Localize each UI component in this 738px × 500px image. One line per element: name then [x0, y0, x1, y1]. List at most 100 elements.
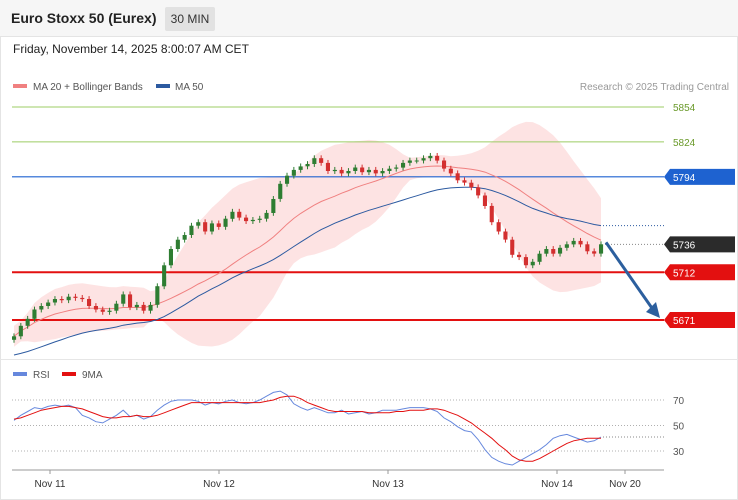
- candle-body: [148, 304, 153, 311]
- candle-body: [476, 187, 481, 196]
- candle-body: [291, 169, 296, 176]
- x-tick-label: Nov 11: [35, 479, 66, 490]
- rsi-legend-swatch: [13, 372, 27, 376]
- rsi-series-9ma: [13, 395, 601, 462]
- candle-body: [278, 183, 283, 199]
- candle-body: [244, 217, 249, 222]
- candle-body: [107, 310, 112, 312]
- price-panel: 5854 5824 5794 5736 5712 5671: [12, 103, 735, 356]
- x-tick-label: Nov 13: [372, 479, 404, 490]
- candle-body: [407, 160, 412, 163]
- candle-body: [66, 296, 71, 301]
- candle-body: [482, 195, 487, 206]
- rsi-panel: 70 50 30: [12, 390, 685, 466]
- candle-body: [517, 254, 522, 258]
- candle-body: [114, 303, 119, 311]
- candle-body: [18, 325, 23, 337]
- candle-body: [257, 218, 262, 220]
- header-bar: Euro Stoxx 50 (Eurex) 30 MIN: [0, 0, 738, 36]
- candle-body: [325, 162, 330, 171]
- x-tick-label: Nov 14: [541, 479, 573, 490]
- price-tag-label-5794: 5794: [673, 173, 696, 184]
- candle-body: [428, 155, 433, 159]
- instrument-title: Euro Stoxx 50 (Eurex): [11, 10, 157, 26]
- candle-body: [134, 304, 139, 308]
- candle-body: [196, 222, 201, 226]
- candle-body: [373, 169, 378, 174]
- price-tag-5671: [664, 312, 735, 328]
- candle-body: [530, 261, 535, 266]
- candle-body: [32, 309, 37, 319]
- candle-body: [346, 171, 351, 174]
- candle-body: [264, 212, 269, 219]
- candle-body: [496, 222, 501, 232]
- candle-body: [319, 158, 324, 163]
- candle-body: [448, 168, 453, 174]
- candle-body: [558, 247, 563, 254]
- candle-body: [564, 244, 569, 248]
- candle-body: [209, 223, 214, 232]
- level-label-5854: 5854: [673, 103, 696, 114]
- rsi-legend: RSI 9MA: [13, 370, 103, 381]
- candle-body: [544, 249, 549, 254]
- candle-body: [537, 253, 542, 262]
- candle-body: [489, 205, 494, 223]
- copyright-text: Research © 2025 Trading Central: [580, 82, 729, 93]
- rsi-level-label-30: 30: [673, 447, 685, 458]
- candle-body: [312, 158, 317, 164]
- ma50-legend-label: MA 50: [175, 82, 204, 93]
- candle-body: [571, 240, 576, 245]
- price-tag-5712: [664, 264, 735, 281]
- candle-body: [305, 164, 310, 167]
- candle-body: [414, 160, 419, 162]
- candle-body: [39, 306, 44, 310]
- candle-body: [523, 257, 528, 266]
- bollinger-band: [14, 121, 601, 347]
- candle-body: [223, 218, 228, 227]
- rsi-level-label-50: 50: [673, 422, 685, 433]
- candle-body: [578, 240, 583, 245]
- candle-body: [510, 239, 515, 255]
- chart-frame: [0, 36, 738, 500]
- candle-body: [585, 244, 590, 252]
- forecast-arrowhead: [646, 302, 660, 318]
- rsi-level-label-70: 70: [673, 396, 685, 407]
- candle-body: [503, 231, 508, 240]
- candle-body: [401, 162, 406, 168]
- candle-body: [339, 169, 344, 174]
- forecast-arrow: [604, 241, 656, 312]
- candle-body: [462, 180, 467, 183]
- candle-body: [332, 169, 337, 172]
- candle-body: [237, 211, 242, 218]
- candle-body: [80, 297, 85, 300]
- candle-body: [394, 167, 399, 169]
- candle-body: [353, 167, 358, 171]
- candle-body: [435, 155, 440, 161]
- x-axis: Nov 11 Nov 12 Nov 13 Nov 14 Nov 20: [12, 469, 664, 490]
- price-tag-label-5671: 5671: [673, 316, 696, 327]
- price-tag-5736: [664, 236, 735, 253]
- ma20-legend-label: MA 20 + Bollinger Bands: [33, 82, 143, 93]
- candle-body: [73, 296, 78, 298]
- candle-body: [298, 166, 303, 170]
- candle-body: [87, 299, 92, 306]
- candle-body: [216, 223, 221, 227]
- timeframe-badge[interactable]: 30 MIN: [165, 7, 215, 31]
- candle-body: [162, 265, 167, 287]
- candle-body: [551, 249, 556, 254]
- candle-body: [141, 304, 146, 311]
- candle-body: [46, 302, 51, 306]
- candle-body: [100, 309, 105, 312]
- candle-body: [285, 175, 290, 184]
- ma50-legend-swatch: [156, 84, 170, 88]
- price-tag-label-5712: 5712: [673, 268, 696, 279]
- candle-body: [59, 299, 64, 301]
- candle-body: [128, 294, 133, 308]
- candle-body: [469, 182, 474, 188]
- candle-body: [182, 235, 187, 240]
- candle-body: [175, 239, 180, 249]
- candle-body: [366, 169, 371, 173]
- timestamp: Friday, November 14, 2025 8:00:07 AM CET: [13, 42, 249, 56]
